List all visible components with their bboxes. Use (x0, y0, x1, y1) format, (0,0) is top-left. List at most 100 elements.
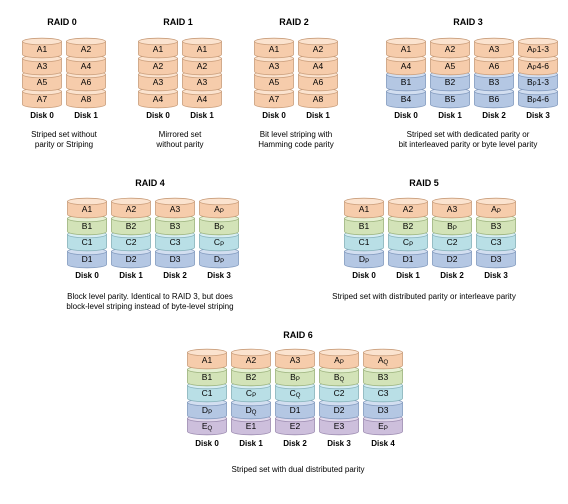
block-label: BP4-6 (527, 93, 549, 105)
block-label: C1 (358, 237, 370, 247)
disk-label: Disk 1 (396, 271, 420, 280)
block-label: B1 (81, 220, 93, 231)
block-label: A2 (402, 204, 414, 214)
raid-caption: Striped set with dedicated parity or bit … (318, 130, 568, 150)
block-label: C3 (377, 388, 389, 398)
block-label: D3 (169, 253, 181, 264)
disk-label: Disk 0 (146, 111, 170, 120)
cylinder-shape (67, 197, 107, 219)
disk-label: Disk 0 (262, 111, 286, 120)
block-label: EP (378, 421, 388, 432)
disk-label: Disk 3 (484, 271, 508, 280)
disk-block: AQ (363, 348, 403, 370)
block-label: D1 (289, 404, 301, 415)
block-label: A3 (488, 44, 500, 54)
caption-line: Striped set without (31, 130, 97, 139)
block-label: A2 (80, 44, 92, 54)
disk-block: B3 (155, 214, 195, 235)
raid-caption: Block level parity. Identical to RAID 3,… (0, 292, 300, 312)
caption-line: block-level striping instead of byte-lev… (66, 302, 234, 311)
block-label: AP1-3 (527, 44, 549, 55)
raid-title: RAID 2 (279, 17, 309, 27)
block-label: D3 (490, 253, 502, 264)
cylinder-shape (22, 37, 62, 59)
caption-line: Hamming code parity (258, 140, 334, 149)
block-label: A3 (268, 60, 280, 71)
disk-label: Disk 2 (163, 271, 187, 280)
caption-line: parity or Striping (34, 140, 94, 149)
block-label: A6 (488, 60, 500, 71)
caption-line: Striped set with distributed parity or i… (332, 292, 516, 301)
cylinder-shape (254, 37, 294, 59)
cylinder-shape (518, 37, 558, 59)
disk-label: Disk 2 (283, 438, 307, 448)
disk-block: A3 (474, 37, 514, 59)
block-label: A2 (312, 44, 324, 54)
block-label: AP (334, 355, 344, 366)
caption-line: Block level parity. Identical to RAID 3,… (67, 292, 233, 301)
disk-block: A1 (138, 37, 178, 59)
block-label: A4 (80, 60, 92, 71)
disk-label: Disk 2 (440, 271, 464, 280)
block-label: DP (213, 253, 225, 265)
block-label: DP (358, 253, 370, 265)
disk-label: Disk 2 (482, 111, 506, 120)
disk-label: Disk 1 (190, 111, 214, 120)
cylinder-shape (187, 348, 227, 370)
block-label: BP (290, 371, 300, 383)
cylinder-shape (386, 37, 426, 59)
block-label: BP1-3 (527, 77, 549, 88)
caption-line: Bit level striping with (259, 130, 333, 139)
block-label: B1 (358, 220, 370, 231)
block-label: B2 (125, 220, 137, 231)
block-label: BP (447, 220, 457, 232)
raid-caption: Bit level striping with Hamming code pari… (146, 130, 446, 150)
cylinder-shape (319, 348, 359, 370)
block-label: A2 (152, 60, 164, 71)
block-label: D1 (402, 253, 414, 264)
raid-title: RAID 6 (283, 330, 313, 340)
disk-block: A1 (182, 37, 222, 59)
block-label: A8 (80, 93, 92, 104)
block-label: A3 (36, 60, 48, 71)
block-label: A1 (152, 44, 164, 54)
block-label: A3 (289, 355, 301, 365)
raid-caption: Striped set with distributed parity or i… (274, 292, 568, 302)
raid-title: RAID 5 (409, 178, 439, 188)
cylinder-shape (231, 348, 271, 370)
raid-caption: Striped set without parity or Striping (0, 130, 214, 150)
cylinder-shape (182, 37, 222, 59)
block-label: CP (402, 237, 414, 248)
block-label: A4 (196, 93, 208, 104)
disk-block: A2 (66, 37, 106, 59)
disk-block: A2 (388, 197, 428, 219)
block-label: AP (214, 204, 224, 215)
disk-block: A3 (155, 197, 195, 219)
disk-block: AP (199, 197, 239, 219)
block-label: A1 (358, 204, 370, 214)
block-label: C2 (446, 237, 458, 247)
block-label: B1 (400, 77, 412, 87)
cylinder-shape (138, 37, 178, 59)
disk-block: A2 (298, 37, 338, 59)
disk-block: A1 (254, 37, 294, 59)
raid-caption: Striped set with dual distributed parity (148, 465, 448, 475)
block-label: E3 (333, 421, 345, 431)
block-label: B3 (169, 220, 181, 231)
block-label: AP (491, 204, 501, 215)
block-label: A2 (245, 355, 257, 365)
block-label: A1 (81, 204, 93, 214)
disk-label: Disk 3 (526, 111, 550, 120)
block-label: B3 (377, 371, 389, 382)
disk-block: A2 (430, 37, 470, 59)
disk-label: Disk 0 (394, 111, 418, 120)
block-label: AQ (377, 355, 389, 366)
block-label: CP (213, 237, 225, 248)
disk-label: Disk 0 (75, 271, 99, 280)
disk-block: A2 (231, 348, 271, 370)
cylinder-shape (155, 214, 195, 235)
block-label: D1 (81, 253, 93, 264)
disk-label: Disk 1 (306, 111, 330, 120)
caption-line: bit interleaved parity or byte level par… (398, 140, 538, 149)
block-label: A5 (444, 60, 456, 71)
